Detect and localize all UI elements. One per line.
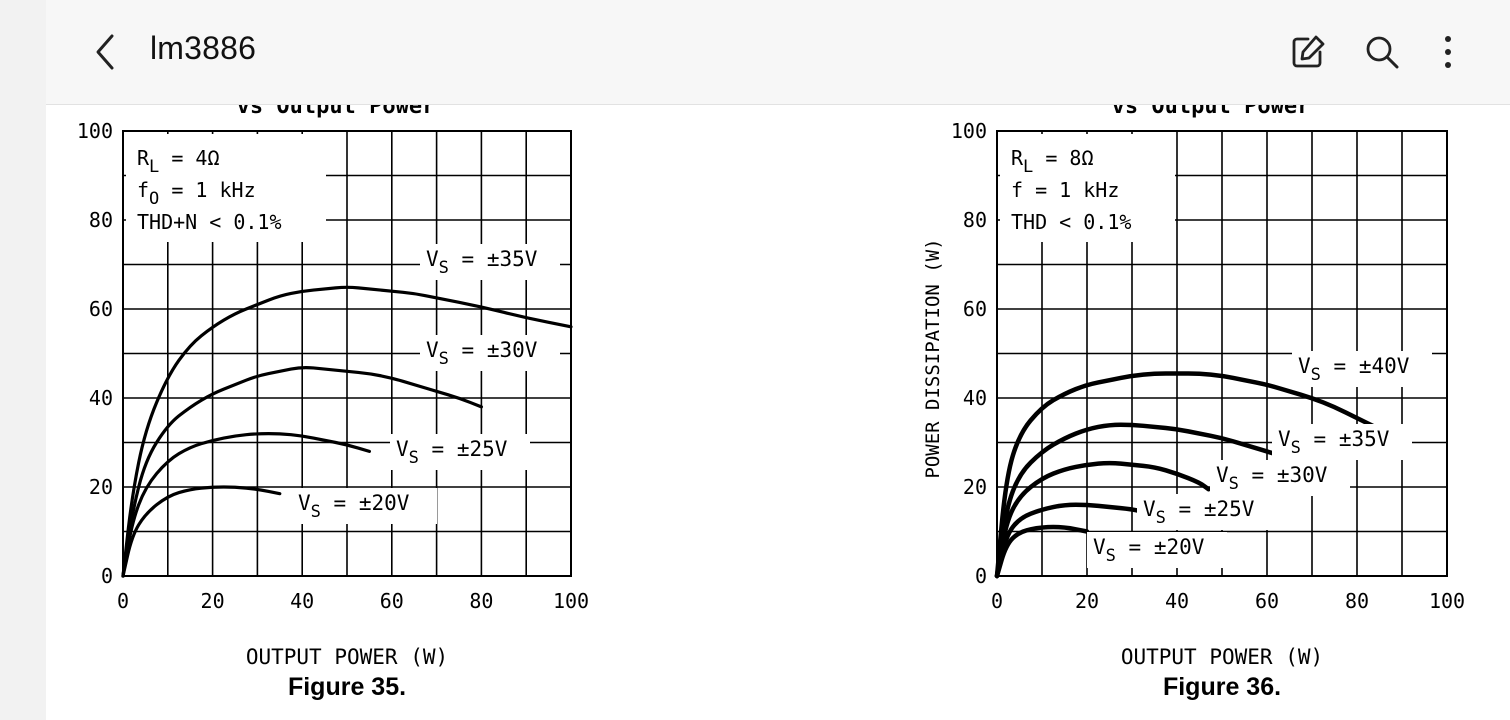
figure-36-series-label-bg xyxy=(1087,532,1227,568)
figure-36-y-tick-label: 100 xyxy=(951,119,987,143)
figure-35-series-label-bg xyxy=(390,434,530,470)
figure-35-x-axis-label: OUTPUT POWER (W) xyxy=(246,645,448,669)
figure-36-conditions-box xyxy=(1000,134,1175,242)
figure-36-title-cut: vs Output Power xyxy=(1112,105,1311,119)
figure-36-plot-frame xyxy=(996,130,1448,577)
figure-36-x-tick-label: 20 xyxy=(1075,589,1099,613)
figure-36-x-tick-label: 40 xyxy=(1165,589,1189,613)
figure-35-series-label: VS = ±25V xyxy=(396,437,508,468)
figure-36-y-tick-label: 60 xyxy=(963,297,987,321)
figure-35-condition-text: RL = 4Ω xyxy=(137,146,220,177)
figure-36-series-label: VS = ±40V xyxy=(1298,354,1410,385)
figure-35-y-tick-label: 20 xyxy=(89,475,113,499)
figure-36-x-tick-label: 100 xyxy=(1429,589,1465,613)
figure-36-condition-text: RL = 8Ω xyxy=(1011,146,1094,177)
figure-35-x-tick-label: 60 xyxy=(380,589,404,613)
figure-36-series-line xyxy=(994,460,1211,579)
figure-35-series-line xyxy=(121,432,371,578)
document-title: lm3886 xyxy=(150,30,257,66)
figure-36-x-axis-label: OUTPUT POWER (W) xyxy=(1121,645,1323,669)
figure-36-series-line xyxy=(994,524,1090,579)
figure-36-chart: 0 20 40 60 80 100 0 20 40 60 80 100 OUTPUT POWER (W)… xyxy=(922,119,1465,701)
figure-36-y-tick-label: 0 xyxy=(975,564,987,588)
figure-36-series-label-bg xyxy=(1272,424,1412,460)
figure-36-x-tick-label: 80 xyxy=(1345,589,1369,613)
app-header: lm3886 xyxy=(46,0,1510,105)
figure-35-y-tick-label: 100 xyxy=(77,119,113,143)
figure-36-series-label: VS = ±30V xyxy=(1216,463,1328,494)
figure-36-y-tick-label: 20 xyxy=(963,475,987,499)
figure-36-x-tick-label: 0 xyxy=(991,589,1003,613)
pdf-page-content: vs Output Power vs Output Power 0 20 40 60 8… xyxy=(77,105,1465,701)
figure-35-x-tick-label: 20 xyxy=(201,589,225,613)
search-icon xyxy=(1366,36,1399,69)
back-button[interactable] xyxy=(86,30,126,74)
figure-35-condition-text: THD+N < 0.1% xyxy=(137,210,282,234)
figure-35-condition-text: fO = 1 kHz xyxy=(137,178,256,209)
figure-35-plot-frame xyxy=(122,130,572,577)
figure-35-x-tick-label: 40 xyxy=(290,589,314,613)
figure-35-series-label-bg xyxy=(420,244,560,280)
figure-35-title-cut: vs Output Power xyxy=(237,105,436,119)
figure-36-y-tick-label: 40 xyxy=(963,386,987,410)
more-vertical-icon xyxy=(1445,36,1451,68)
figure-35-series-label-bg xyxy=(292,488,437,524)
figure-35-y-tick-label: 60 xyxy=(89,297,113,321)
figure-35-conditions-box xyxy=(126,134,326,242)
figure-35-series-label-bg xyxy=(420,335,560,371)
figure-35-x-tick-label: 80 xyxy=(469,589,493,613)
figure-36-series-label: VS = ±35V xyxy=(1278,427,1390,458)
document-page: vs Output Power vs Output Power 0 20 40 60 8… xyxy=(46,105,1510,720)
search-button[interactable] xyxy=(1360,30,1404,74)
figure-35-series-line xyxy=(121,485,282,578)
chevron-left-icon xyxy=(96,34,114,70)
figure-35-series-line xyxy=(121,285,573,578)
figure-36-series-line xyxy=(994,422,1283,579)
figure-36-series-label-bg xyxy=(1137,494,1277,530)
figure-36-condition-text: f = 1 kHz xyxy=(1011,178,1119,202)
figure-35-y-tick-label: 0 xyxy=(101,564,113,588)
figure-36-x-tick-label: 60 xyxy=(1255,589,1279,613)
figure-36-series-line xyxy=(994,371,1382,579)
figure-35-y-tick-label: 80 xyxy=(89,208,113,232)
left-gutter xyxy=(0,0,46,720)
figure-36-series-label: VS = ±25V xyxy=(1143,497,1255,528)
figure-36-y-tick-label: 80 xyxy=(963,208,987,232)
figure-35-x-tick-label: 100 xyxy=(553,589,589,613)
figure-35-series-label: VS = ±20V xyxy=(298,491,410,522)
figure-36-series-line xyxy=(994,502,1144,579)
figure-35-caption: Figure 35. xyxy=(288,673,406,701)
figure-35-series-label: VS = ±30V xyxy=(426,338,538,369)
figure-35-y-tick-label: 40 xyxy=(89,386,113,410)
figure-36-caption: Figure 36. xyxy=(1163,673,1281,701)
figure-35-x-tick-label: 0 xyxy=(117,589,129,613)
more-options-button[interactable] xyxy=(1428,30,1472,74)
figure-35-chart: 0 20 40 60 80 100 0 20 40 60 80 100 OUTPUT POWER (W)… xyxy=(77,119,589,701)
figure-35-series-line xyxy=(121,365,483,578)
figure-36-series-label-bg xyxy=(1210,460,1350,496)
edit-button[interactable] xyxy=(1286,30,1330,74)
edit-icon xyxy=(1292,35,1325,68)
figure-36-series-label: VS = ±20V xyxy=(1093,535,1205,566)
figure-35-series-label: VS = ±35V xyxy=(426,247,538,278)
figure-36-y-axis-label: POWER DISSIPATION (W) xyxy=(922,238,944,478)
figure-36-condition-text: THD < 0.1% xyxy=(1011,210,1131,234)
figure-36-series-label-bg xyxy=(1292,351,1432,387)
